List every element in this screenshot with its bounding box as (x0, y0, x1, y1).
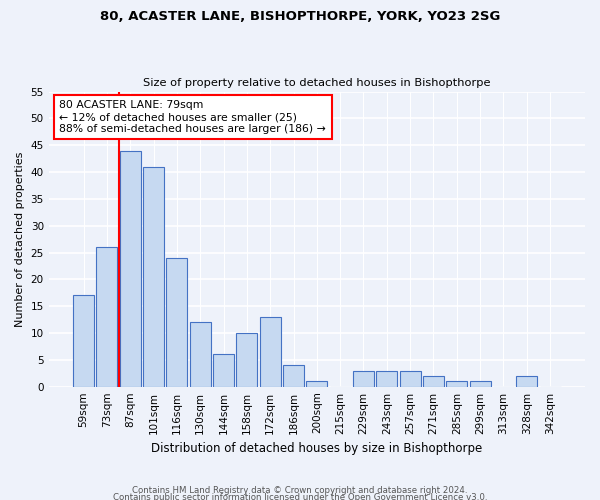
Bar (190, 322, 211, 386)
Bar (516, 376, 537, 386)
Bar (307, 382, 328, 386)
Bar (73, 296, 94, 386)
Bar (400, 370, 421, 386)
Text: Contains public sector information licensed under the Open Government Licence v3: Contains public sector information licen… (113, 494, 487, 500)
Y-axis label: Number of detached properties: Number of detached properties (15, 152, 25, 327)
Text: 80 ACASTER LANE: 79sqm
← 12% of detached houses are smaller (25)
88% of semi-det: 80 ACASTER LANE: 79sqm ← 12% of detached… (59, 100, 326, 134)
Bar (423, 376, 444, 386)
Text: Contains HM Land Registry data © Crown copyright and database right 2024.: Contains HM Land Registry data © Crown c… (132, 486, 468, 495)
Bar (470, 382, 491, 386)
Bar (236, 333, 257, 386)
Bar (376, 370, 397, 386)
X-axis label: Distribution of detached houses by size in Bishopthorpe: Distribution of detached houses by size … (151, 442, 482, 455)
Bar (120, 150, 140, 386)
Bar (283, 365, 304, 386)
Bar (213, 354, 234, 386)
Bar (143, 166, 164, 386)
Bar (446, 382, 467, 386)
Bar (166, 258, 187, 386)
Text: 80, ACASTER LANE, BISHOPTHORPE, YORK, YO23 2SG: 80, ACASTER LANE, BISHOPTHORPE, YORK, YO… (100, 10, 500, 23)
Bar (260, 317, 281, 386)
Bar (353, 370, 374, 386)
Title: Size of property relative to detached houses in Bishopthorpe: Size of property relative to detached ho… (143, 78, 491, 88)
Bar (97, 247, 118, 386)
